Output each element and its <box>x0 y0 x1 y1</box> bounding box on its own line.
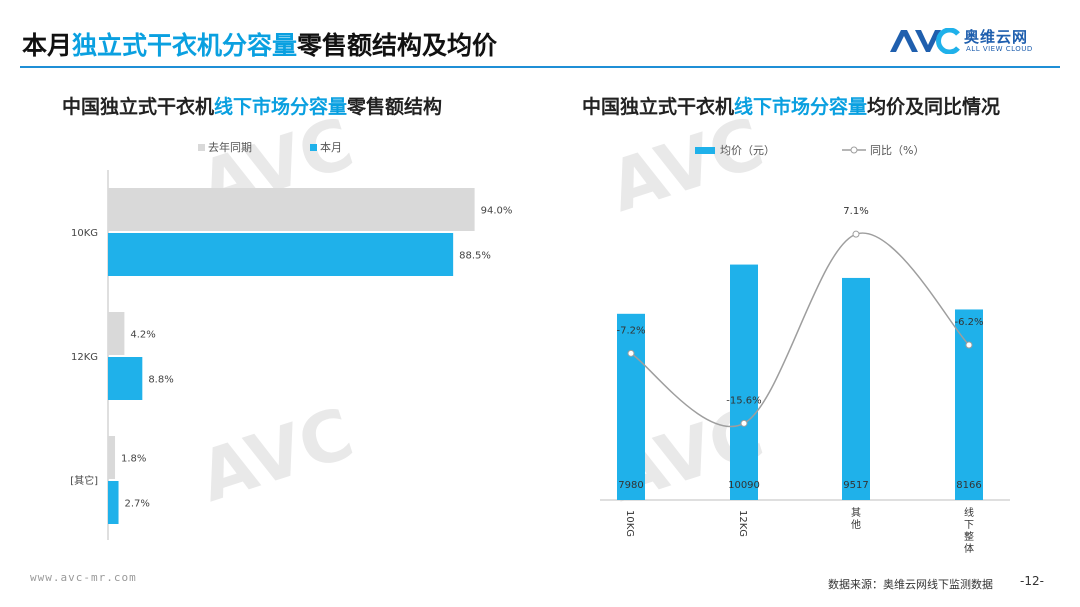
footer-source: 数据来源：奥维云网线下监测数据 <box>828 578 993 591</box>
line-value-label: -7.2% <box>616 325 645 336</box>
page-title-suffix: 零售额结构及均价 <box>297 31 498 60</box>
bar <box>730 264 758 500</box>
line-point <box>740 419 748 427</box>
data-label: 4.2% <box>130 330 155 341</box>
left-chart-title-suffix: 零售额结构 <box>347 96 443 118</box>
bar <box>108 188 475 231</box>
legend-swatch <box>310 144 317 151</box>
left-bar-chart: 去年同期 本月 94.0% 88.5% 10KG 4.2% 8.8% 12KG 1.8% 2.7%… <box>70 140 513 540</box>
legend-swatch <box>695 147 715 154</box>
line-point <box>627 349 635 357</box>
bar-value-label: 9517 <box>843 480 868 491</box>
data-label: 1.8% <box>121 454 146 465</box>
right-legend: 均价（元） 同比（%） <box>695 144 924 157</box>
category-label: 10KG <box>71 228 98 239</box>
legend-label: 本月 <box>320 140 342 154</box>
line-value-label: -15.6% <box>726 395 761 406</box>
line-value-label: 7.1% <box>843 206 868 217</box>
legend-label: 去年同期 <box>208 140 252 154</box>
data-label: 2.7% <box>125 499 150 510</box>
logo-text: 奥维云网 <box>964 28 1029 46</box>
footer-url: www.avc-mr.com <box>30 571 137 584</box>
page-title-highlight: 独立式干衣机分容量 <box>72 31 298 60</box>
category-label: 12KG <box>737 510 748 537</box>
legend-swatch <box>198 144 205 151</box>
right-chart-title-suffix: 均价及同比情况 <box>867 96 1001 118</box>
legend-marker <box>850 146 858 154</box>
bar <box>108 436 116 479</box>
bar <box>108 233 454 276</box>
bar <box>955 309 983 500</box>
line-point <box>852 230 860 238</box>
bar-value-label: 7980 <box>618 480 643 491</box>
left-chart-title-highlight: 线下市场分容量 <box>214 96 348 118</box>
category-label: [其它] <box>70 474 98 487</box>
category-label: 10KG <box>624 510 635 537</box>
page-title-prefix: 本月 <box>22 31 73 60</box>
page-number: -12- <box>1020 574 1044 588</box>
category-label: 线下整体 <box>964 506 974 555</box>
logo-subtext: ALL VIEW CLOUD <box>966 45 1033 53</box>
legend-label: 同比（%） <box>870 144 924 157</box>
line-value-label: -6.2% <box>954 317 983 328</box>
category-label: 其他 <box>851 507 861 531</box>
left-chart-title-prefix: 中国独立式干衣机 <box>62 96 215 118</box>
bar <box>108 357 143 400</box>
page-title: 本月独立式干衣机分容量零售额结构及均价 <box>22 26 497 62</box>
data-label: 88.5% <box>459 251 491 262</box>
bar <box>108 481 119 524</box>
yoy-line <box>630 232 970 428</box>
data-label: 94.0% <box>481 206 513 217</box>
bar-value-label: 10090 <box>728 480 760 491</box>
bar <box>842 277 870 500</box>
right-chart-title-prefix: 中国独立式干衣机 <box>582 96 735 118</box>
legend-label: 均价（元） <box>720 144 775 157</box>
left-chart-title: 中国独立式干衣机线下市场分容量零售额结构 <box>62 92 442 119</box>
right-combo-chart: 均价（元） 同比（%） 7980 10090 9517 8166 -7.2% -15.6% 7.… <box>600 144 1010 555</box>
left-legend: 去年同期 本月 <box>198 140 342 154</box>
right-chart-title-highlight: 线下市场分容量 <box>734 96 868 118</box>
data-label: 8.8% <box>148 375 173 386</box>
line-point <box>965 341 973 349</box>
bar <box>617 313 645 500</box>
category-label: 12KG <box>71 352 98 363</box>
right-chart-title: 中国独立式干衣机线下市场分容量均价及同比情况 <box>582 92 1000 119</box>
bar-value-label: 8166 <box>956 480 981 491</box>
title-divider <box>20 66 1060 68</box>
avc-logo-icon <box>890 28 960 54</box>
bar <box>108 312 125 355</box>
